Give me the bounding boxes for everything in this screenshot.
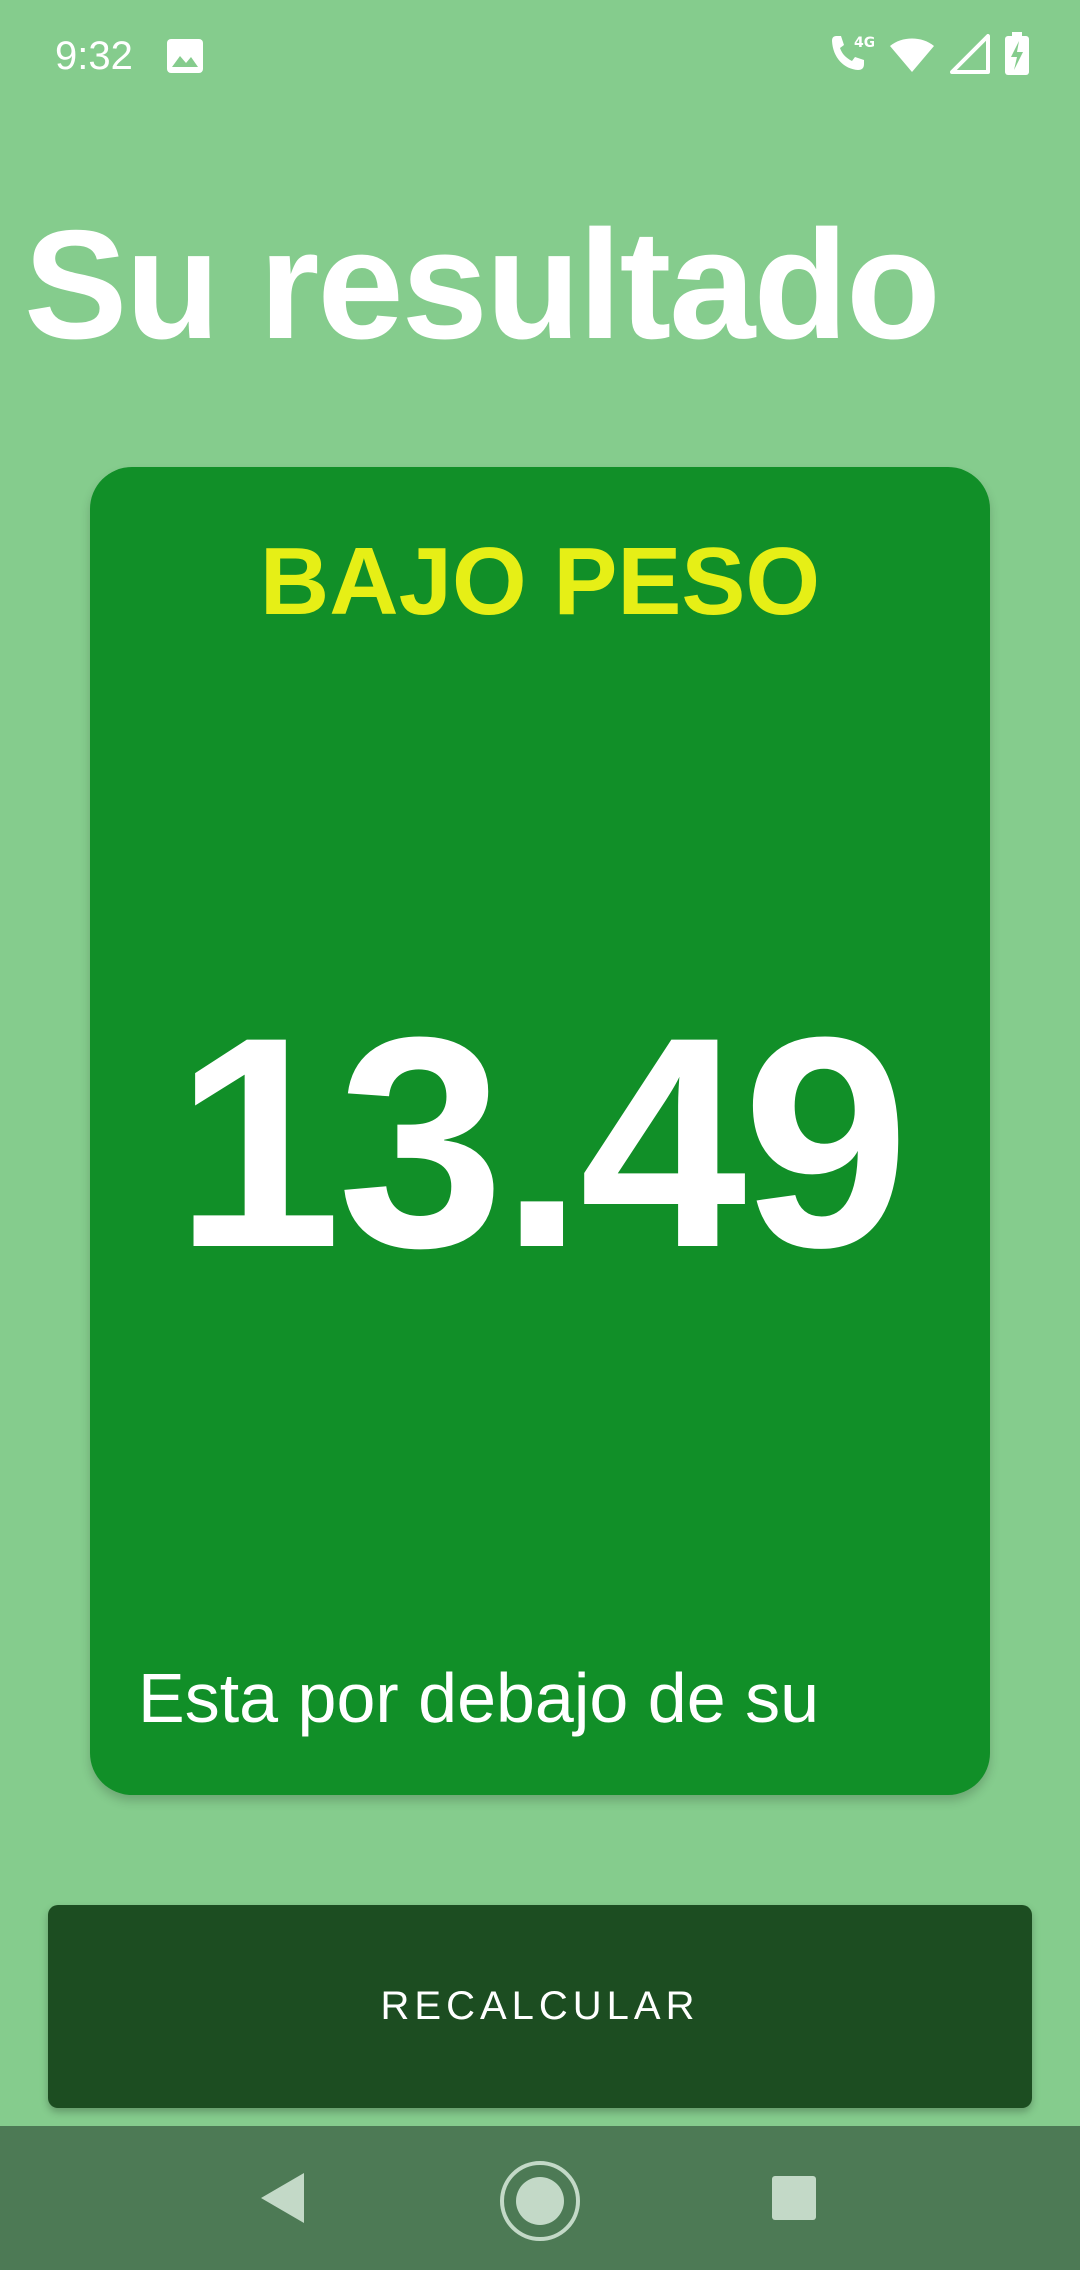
result-card: BAJO PESO 13.49 Esta por debajo de su (90, 467, 990, 1795)
recents-icon (770, 2174, 818, 2227)
result-status: BAJO PESO (259, 528, 821, 635)
back-icon (258, 2171, 306, 2230)
status-time: 9:32 (55, 34, 133, 78)
page-title: Su resultado (24, 198, 941, 371)
image-icon (166, 38, 204, 74)
status-bar: 9:32 4G (0, 0, 1080, 112)
wifi-icon (888, 34, 936, 79)
status-right-icons: 4G (824, 30, 1030, 82)
network-label: 4G (854, 35, 874, 51)
home-icon (500, 2160, 580, 2246)
volte-call-icon: 4G (824, 31, 875, 82)
recents-button[interactable] (762, 2168, 826, 2232)
back-button[interactable] (250, 2168, 314, 2232)
battery-charging-icon (1004, 31, 1030, 81)
signal-icon (950, 33, 990, 79)
result-message: Esta por debajo de su (138, 1659, 820, 1737)
recalculate-button[interactable]: RECALCULAR (48, 1905, 1032, 2108)
navigation-bar (0, 2126, 1080, 2270)
bmi-value: 13.49 (174, 974, 910, 1310)
home-button[interactable] (500, 2160, 580, 2246)
